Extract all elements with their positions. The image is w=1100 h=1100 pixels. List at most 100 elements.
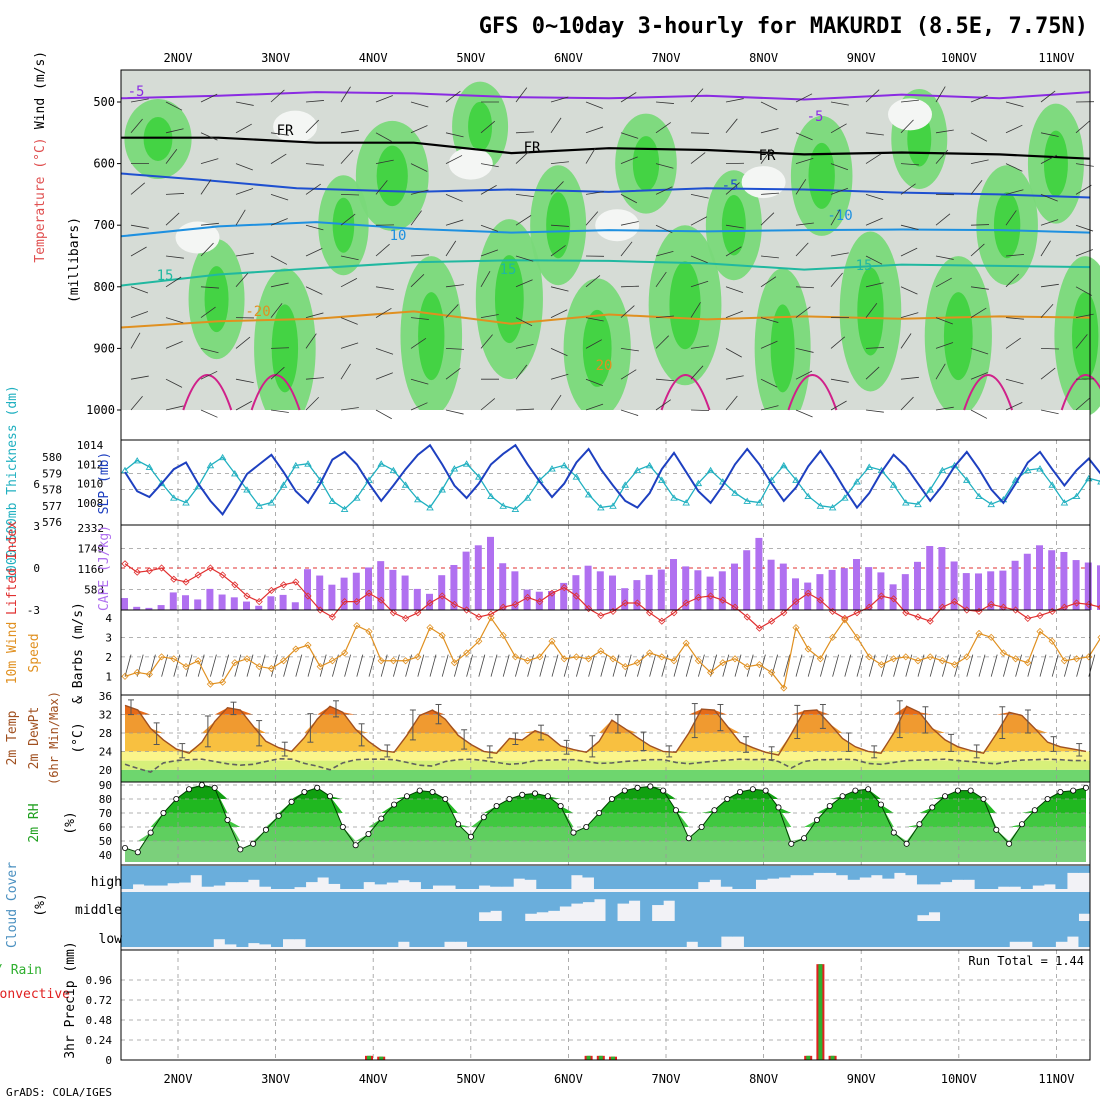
wind-marker bbox=[694, 657, 702, 665]
wind-barb bbox=[480, 224, 499, 232]
cloud-cell-middle bbox=[259, 892, 272, 921]
wind-barb bbox=[165, 212, 180, 226]
thickness-marker bbox=[755, 499, 764, 506]
axis-label-temp: 2m Temp bbox=[5, 710, 20, 765]
axis-label-wind: Wind (m/s) bbox=[33, 51, 48, 129]
rh-tick: 70 bbox=[99, 807, 112, 820]
wind-barb-10m bbox=[734, 654, 742, 677]
rh-fill-90 bbox=[204, 266, 229, 333]
cloud-cell-high bbox=[617, 866, 630, 889]
wind-barb bbox=[1040, 283, 1059, 288]
li-marker bbox=[438, 592, 446, 600]
cape-bar bbox=[230, 597, 238, 610]
wind-barb-10m bbox=[807, 654, 815, 677]
wind-barb bbox=[1075, 313, 1094, 318]
thickness-marker bbox=[279, 481, 288, 488]
cloud-cell-high bbox=[824, 866, 837, 873]
wind-barb bbox=[655, 163, 674, 169]
wind-marker bbox=[731, 655, 739, 663]
li-marker bbox=[219, 571, 227, 579]
bottom-date-label: 6NOV bbox=[554, 1072, 583, 1086]
rain-bar bbox=[586, 1055, 591, 1060]
isotherm-25 bbox=[787, 374, 838, 411]
wind-marker bbox=[377, 657, 385, 665]
li-marker bbox=[621, 599, 629, 607]
cloud-cell-middle bbox=[767, 892, 780, 921]
wind-barb bbox=[970, 179, 983, 195]
cloud-cell-high bbox=[974, 866, 987, 889]
wind-barb-10m bbox=[698, 654, 705, 677]
wind-barb bbox=[445, 90, 461, 103]
wind-barb bbox=[690, 302, 701, 318]
li-marker bbox=[328, 613, 336, 621]
wind-barb bbox=[760, 317, 779, 323]
cloud-cell-low bbox=[432, 921, 445, 947]
wind-marker bbox=[1048, 637, 1056, 645]
cloud-cell-high bbox=[167, 866, 180, 884]
wind-barb-10m bbox=[759, 654, 766, 677]
rh-marker bbox=[967, 787, 974, 794]
cloud-cell-low bbox=[790, 921, 803, 947]
wind-barb bbox=[445, 409, 464, 415]
wind-marker bbox=[219, 678, 227, 686]
contour-label: -20 bbox=[245, 304, 270, 320]
axis-label-rh2m: 2m RH bbox=[27, 803, 42, 842]
wind-barb bbox=[620, 92, 637, 103]
wind-barb-10m bbox=[868, 654, 876, 677]
rh-marker bbox=[275, 812, 282, 819]
wind-barb bbox=[305, 396, 320, 411]
cloud-cell-high bbox=[997, 866, 1010, 887]
cape-bar bbox=[304, 569, 311, 610]
rh-marker bbox=[237, 846, 244, 853]
li-marker bbox=[890, 595, 898, 603]
cloud-cell-high bbox=[247, 866, 260, 880]
wind-barb-10m bbox=[1015, 654, 1022, 677]
wind-barb bbox=[1040, 132, 1059, 137]
wind-marker bbox=[145, 670, 153, 678]
wind-barb bbox=[1005, 317, 1024, 320]
wind-barb-10m bbox=[271, 654, 278, 677]
axis-label-rain: Total / Rain bbox=[0, 963, 42, 978]
bottom-date-label: 11NOV bbox=[1038, 1072, 1074, 1086]
li-marker bbox=[987, 600, 995, 608]
cloud-cell-middle bbox=[270, 892, 283, 921]
wind-barb bbox=[585, 403, 604, 411]
cloud-cell-middle bbox=[1043, 892, 1056, 921]
wind-barb bbox=[340, 342, 359, 349]
rh-marker bbox=[532, 790, 539, 797]
rh-marker bbox=[211, 784, 218, 791]
cloud-cell-middle bbox=[467, 892, 480, 921]
cloud-cell-low bbox=[351, 921, 364, 947]
rh-marker bbox=[288, 798, 295, 805]
slp-tick: 1012 bbox=[77, 458, 104, 471]
cloud-cell-high bbox=[940, 866, 953, 883]
wind-barb bbox=[410, 254, 429, 257]
li-marker bbox=[280, 581, 288, 589]
cloud-cell-high bbox=[813, 866, 826, 873]
wind-barb bbox=[165, 340, 183, 349]
wind-marker bbox=[304, 641, 312, 649]
thickness-marker bbox=[804, 492, 812, 500]
wind-barb bbox=[620, 305, 635, 318]
wind-barb bbox=[165, 148, 178, 164]
wind-barb bbox=[165, 128, 184, 134]
wind-barb bbox=[935, 255, 954, 260]
cape-bar bbox=[694, 570, 702, 610]
cloud-cell-low bbox=[974, 921, 987, 947]
contour-label: 15 bbox=[856, 258, 873, 274]
wind-barb bbox=[270, 255, 288, 265]
thickness-marker bbox=[426, 504, 434, 511]
wind-barb bbox=[760, 276, 777, 288]
wind-marker bbox=[633, 659, 641, 667]
wind-barb bbox=[200, 222, 219, 226]
cloud-cell-low bbox=[1043, 921, 1056, 947]
li-marker bbox=[585, 605, 593, 613]
rh-marker bbox=[865, 786, 872, 793]
dewpt-line bbox=[124, 757, 1086, 773]
wind-barb bbox=[200, 179, 212, 195]
wind-barb bbox=[270, 132, 289, 136]
cloud-cell-low bbox=[916, 921, 929, 947]
cloud-cell-low bbox=[732, 921, 745, 937]
rh-marker bbox=[942, 793, 949, 800]
bottom-date-label: 2NOV bbox=[164, 1072, 193, 1086]
